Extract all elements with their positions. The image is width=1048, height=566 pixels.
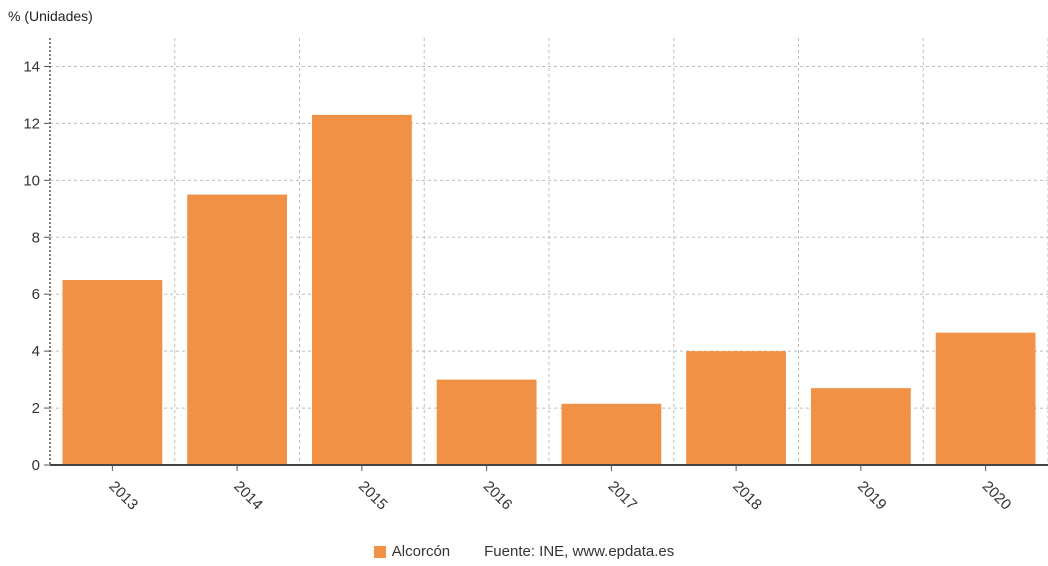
y-tick-label: 6 xyxy=(32,286,40,303)
bar-2014 xyxy=(187,194,288,466)
y-tick-label: 10 xyxy=(23,172,40,189)
x-tick-label: 2016 xyxy=(480,478,516,514)
x-tick-label: 2018 xyxy=(729,478,765,514)
x-tick-label: 2013 xyxy=(106,478,142,514)
bar-2017 xyxy=(561,403,662,465)
bar-2018 xyxy=(686,351,787,465)
bar-2020 xyxy=(935,332,1036,465)
legend-series-label: Alcorcón xyxy=(391,543,451,560)
y-tick-label: 0 xyxy=(32,457,40,474)
y-tick-label: 8 xyxy=(32,229,40,246)
y-tick-labels: 0 2 4 6 8 10 12 14 xyxy=(23,58,50,474)
bar-2013 xyxy=(62,279,163,465)
bars xyxy=(62,114,1036,466)
gridlines xyxy=(50,38,1048,465)
source-text: Fuente: INE, www.epdata.es xyxy=(484,543,675,560)
y-tick-label: 2 xyxy=(32,400,40,417)
bar-2019 xyxy=(810,388,911,465)
y-tick-label: 12 xyxy=(23,115,40,132)
bar-2015 xyxy=(311,114,412,466)
x-tick-label: 2019 xyxy=(854,478,890,514)
bar-chart: 0 2 4 6 8 10 12 14 2013 2014 2015 2016 2017 2018 2019… xyxy=(23,38,1048,514)
y-tick-label: 14 xyxy=(23,58,40,75)
x-tick-label: 2017 xyxy=(605,478,641,514)
bar-2016 xyxy=(436,379,537,465)
x-tick-label: 2020 xyxy=(979,478,1015,514)
legend: Alcorcón Fuente: INE, www.epdata.es xyxy=(0,543,1048,560)
x-tick-label: 2015 xyxy=(355,478,391,514)
x-tick-labels: 2013 2014 2015 2016 2017 2018 2019 2020 xyxy=(106,465,1015,514)
y-tick-label: 4 xyxy=(32,343,40,360)
axes xyxy=(49,38,1048,466)
y-axis-unit-label: % (Unidades) xyxy=(8,8,93,24)
x-tick-label: 2014 xyxy=(230,478,266,514)
legend-swatch xyxy=(373,545,386,558)
